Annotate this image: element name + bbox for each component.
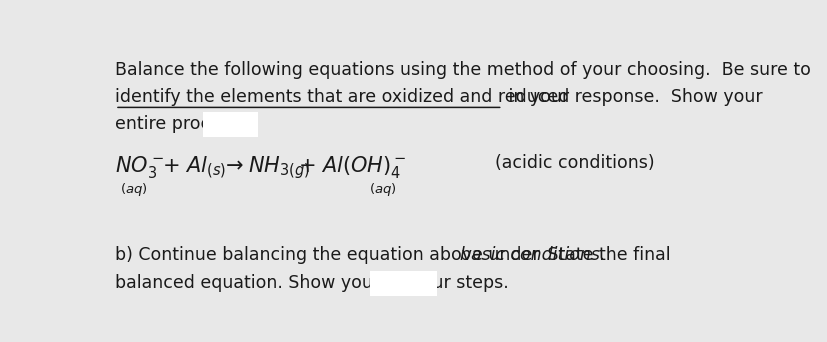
Text: $\rightarrow$: $\rightarrow$ [221, 154, 243, 174]
Text: entire process.: entire process. [115, 115, 245, 133]
Text: (acidic conditions): (acidic conditions) [495, 154, 654, 172]
Text: $(aq)$: $(aq)$ [368, 181, 396, 198]
Text: in your response.  Show your: in your response. Show your [502, 89, 762, 106]
FancyBboxPatch shape [203, 112, 257, 137]
Text: identify the elements that are oxidized and reduced: identify the elements that are oxidized … [115, 89, 569, 106]
Text: b) Continue balancing the equation above under: b) Continue balancing the equation above… [115, 247, 544, 264]
Text: $+\ \mathit{Al}_{(s)}$: $+\ \mathit{Al}_{(s)}$ [162, 154, 226, 181]
Text: State the final: State the final [541, 247, 670, 264]
Text: $\mathit{NO}_3^-$: $\mathit{NO}_3^-$ [115, 154, 164, 180]
Text: balanced equation. Show your all your steps.: balanced equation. Show your all your st… [115, 274, 508, 292]
Text: $+\ \mathit{Al(OH)}_4^-$: $+\ \mathit{Al(OH)}_4^-$ [298, 154, 406, 180]
Text: basic conditions.: basic conditions. [459, 247, 605, 264]
Text: $(aq)$: $(aq)$ [120, 181, 148, 198]
Text: Balance the following equations using the method of your choosing.  Be sure to: Balance the following equations using th… [115, 61, 810, 79]
FancyBboxPatch shape [370, 272, 437, 297]
Text: $\mathit{NH}_{3(g)}$: $\mathit{NH}_{3(g)}$ [247, 154, 309, 181]
